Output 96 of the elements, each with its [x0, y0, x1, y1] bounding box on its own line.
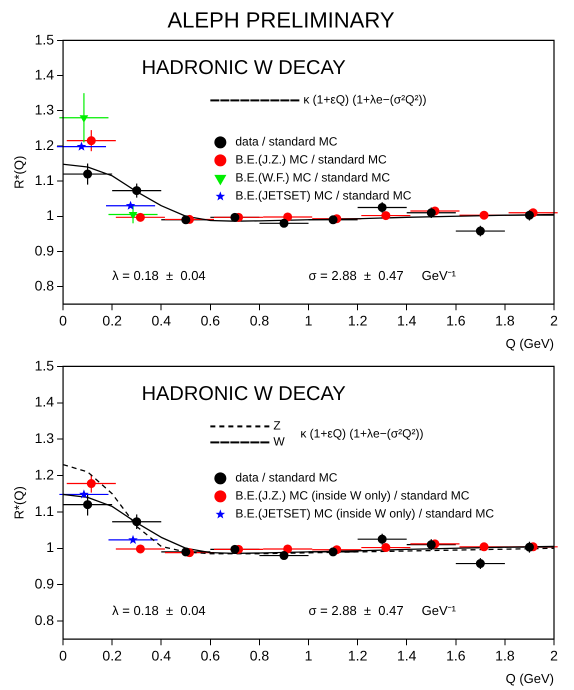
x-tick-label: 1.8 — [495, 647, 515, 664]
point — [181, 547, 190, 556]
x-tick-label: 0.6 — [200, 647, 220, 664]
x-tick-label: 0.8 — [250, 312, 270, 328]
point — [283, 544, 292, 554]
legend-label: B.E.(W.F.) MC / standard MC — [235, 170, 390, 185]
point — [83, 170, 92, 179]
point — [86, 136, 96, 146]
y-tick-label: 1.3 — [34, 430, 54, 446]
y-axis-title: R*(Q) — [11, 486, 26, 520]
point — [230, 544, 240, 554]
legend-label: B.E.(JETSET) MC (inside W only) / standard MC — [235, 506, 494, 521]
point — [86, 479, 96, 488]
y-tick-label: 0.8 — [34, 277, 54, 294]
point — [128, 534, 138, 544]
x-tick-label: 1.2 — [348, 312, 368, 328]
annotation: σ = 2.88 ± 0.47 GeV⁻¹ — [308, 602, 457, 618]
annotation: σ = 2.88 ± 0.47 GeV⁻¹ — [308, 268, 457, 283]
x-tick-label: 1.4 — [396, 312, 417, 328]
x-tick-label: 1.6 — [446, 312, 466, 328]
point — [129, 212, 137, 220]
y-tick-label: 1 — [46, 539, 54, 556]
x-tick-label: 2 — [550, 312, 558, 328]
point — [132, 517, 142, 526]
point — [381, 211, 390, 220]
y-tick-label: 1.2 — [34, 136, 54, 153]
point — [378, 202, 387, 212]
x-tick-label: 0.2 — [102, 647, 122, 664]
y-tick-label: 1.1 — [34, 502, 54, 519]
legend-label: data / standard MC — [235, 470, 338, 485]
point — [230, 212, 240, 222]
legend-label: Z — [273, 418, 281, 433]
x-tick-label: 1.6 — [446, 647, 466, 664]
annotation: κ (1+εQ) (1+λe−(σ²Q²)) — [300, 426, 424, 441]
chart-title: ALEPH PRELIMINARY — [167, 7, 395, 32]
point — [279, 218, 288, 228]
legend-label: data / standard MC — [235, 134, 338, 149]
point — [381, 543, 390, 552]
point — [279, 551, 288, 560]
point — [476, 226, 485, 236]
y-tick-label: 1.5 — [34, 31, 54, 48]
y-tick-label: 0.9 — [34, 576, 54, 592]
x-tick-label: 0 — [59, 647, 68, 664]
x-tick-label: 1.8 — [495, 312, 515, 328]
x-axis-title: Q (GeV) — [506, 336, 554, 351]
y-tick-label: 1.4 — [34, 66, 54, 82]
y-tick-label: 1.1 — [34, 172, 54, 188]
text: HADRONIC W DECAY — [142, 382, 346, 405]
point — [181, 215, 190, 224]
y-axis-title: R*(Q) — [11, 156, 26, 189]
point — [480, 542, 489, 552]
point — [524, 210, 534, 220]
legend-label: B.E.(J.Z.) MC / standard MC — [235, 152, 388, 167]
y-tick-label: 0.9 — [34, 242, 54, 258]
point — [136, 544, 145, 554]
annotation: λ = 0.18 ± 0.04 — [112, 602, 206, 618]
point — [83, 500, 92, 510]
legend-label: κ (1+εQ) (1+λe−(σ²Q²)) — [303, 92, 426, 107]
x-tick-label: 1 — [304, 312, 313, 328]
annotation: λ = 0.18 ± 0.04 — [112, 268, 206, 283]
y-tick-label: 1 — [46, 207, 54, 224]
x-tick-label: 1 — [304, 647, 313, 664]
point — [328, 215, 338, 224]
x-tick-label: 1.4 — [396, 647, 417, 664]
point — [328, 547, 338, 556]
legend-label: B.E.(J.Z.) MC (inside W only) / standard MC — [235, 488, 470, 503]
legend-label: W — [273, 434, 286, 449]
point — [76, 142, 86, 151]
x-tick-label: 0.6 — [200, 312, 220, 328]
point — [378, 534, 387, 544]
x-axis-title: Q (GeV) — [506, 670, 554, 686]
point — [132, 186, 142, 196]
y-tick-label: 0.8 — [34, 612, 54, 628]
y-tick-label: 1.3 — [34, 102, 54, 118]
point — [80, 115, 88, 122]
point — [126, 200, 136, 210]
x-tick-label: 1.2 — [348, 647, 368, 664]
point — [426, 540, 436, 550]
x-tick-label: 0 — [59, 312, 68, 328]
y-tick-label: 1.2 — [34, 466, 54, 482]
x-tick-label: 0.4 — [152, 312, 172, 328]
text: HADRONIC W DECAY — [142, 56, 346, 79]
x-tick-label: 0.4 — [152, 647, 172, 664]
legend-label: B.E.(JETSET) MC / standard MC — [235, 188, 412, 203]
x-tick-label: 2 — [550, 647, 558, 664]
y-tick-label: 1.4 — [34, 394, 54, 410]
point — [480, 210, 489, 220]
point — [426, 208, 436, 218]
x-tick-label: 0.2 — [102, 312, 122, 328]
x-tick-label: 0.8 — [250, 647, 270, 664]
point — [524, 542, 534, 552]
y-tick-label: 1.5 — [34, 357, 54, 374]
point — [136, 212, 145, 222]
point — [476, 559, 485, 568]
point — [283, 212, 292, 222]
point — [79, 489, 89, 498]
